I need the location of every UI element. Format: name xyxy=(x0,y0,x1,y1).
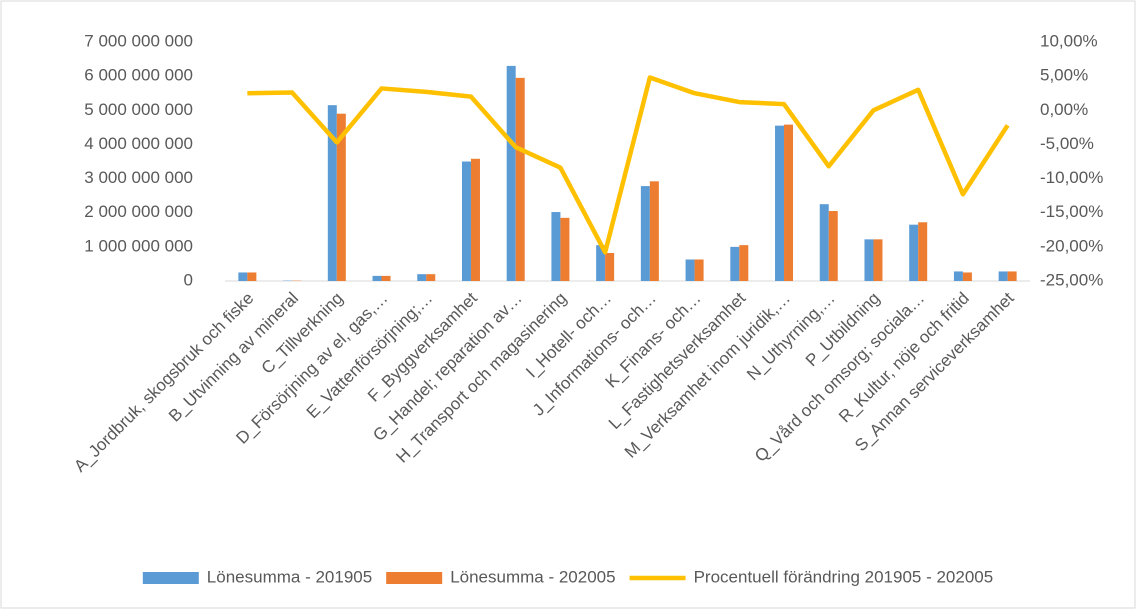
y2-tick-label: -25,00% xyxy=(1040,270,1103,289)
bar xyxy=(605,253,615,281)
y2-tick-label: 0,00% xyxy=(1040,100,1088,119)
bar xyxy=(962,272,972,281)
bar xyxy=(685,259,695,281)
bar xyxy=(784,124,794,281)
legend-label: Lönesumma - 202005 xyxy=(450,567,615,586)
bar xyxy=(649,181,659,281)
bar xyxy=(551,212,561,281)
bar xyxy=(730,246,740,281)
y-tick-label: 5 000 000 000 xyxy=(84,100,193,119)
bar xyxy=(596,245,606,281)
bar xyxy=(372,275,382,281)
line xyxy=(247,75,1010,255)
bar xyxy=(470,158,480,281)
legend-swatch xyxy=(386,572,443,584)
legend-swatch xyxy=(142,572,199,584)
bar xyxy=(998,271,1008,281)
bar xyxy=(506,65,516,282)
bar xyxy=(953,271,963,281)
bar xyxy=(828,211,838,281)
y-tick-label: 3 000 000 000 xyxy=(84,168,193,187)
bar xyxy=(247,272,257,281)
bar xyxy=(739,245,749,281)
y2-tick-label: 10,00% xyxy=(1040,31,1098,50)
bar xyxy=(336,113,346,281)
bar xyxy=(461,161,471,281)
bar xyxy=(640,186,650,281)
bar xyxy=(381,275,391,281)
bar xyxy=(819,204,829,281)
bar xyxy=(327,105,337,282)
bar xyxy=(560,217,570,281)
bar xyxy=(909,224,919,281)
bar xyxy=(426,274,436,281)
bar xyxy=(417,274,427,281)
bar xyxy=(238,272,248,281)
y2-tick-label: -5,00% xyxy=(1040,134,1094,153)
bar xyxy=(918,222,928,281)
y-tick-label: 4 000 000 000 xyxy=(84,134,193,153)
bar xyxy=(775,125,785,282)
bar xyxy=(1007,271,1017,281)
bar xyxy=(515,77,525,281)
legend-label: Lönesumma - 201905 xyxy=(207,567,372,586)
y-tick-label: 2 000 000 000 xyxy=(84,202,193,221)
legend-label: Procentuell förändring 201905 - 202005 xyxy=(694,567,994,586)
y-tick-label: 7 000 000 000 xyxy=(84,31,193,50)
bar xyxy=(873,239,883,281)
bar xyxy=(864,239,874,281)
y2-tick-label: 5,00% xyxy=(1040,66,1088,85)
y2-tick-label: -10,00% xyxy=(1040,168,1103,187)
y2-tick-label: -15,00% xyxy=(1040,202,1103,221)
y-tick-label: 1 000 000 000 xyxy=(84,236,193,255)
y-tick-label: 6 000 000 000 xyxy=(84,66,193,85)
y-tick-label: 0 xyxy=(184,270,193,289)
bar xyxy=(694,259,704,281)
y2-tick-label: -20,00% xyxy=(1040,236,1103,255)
